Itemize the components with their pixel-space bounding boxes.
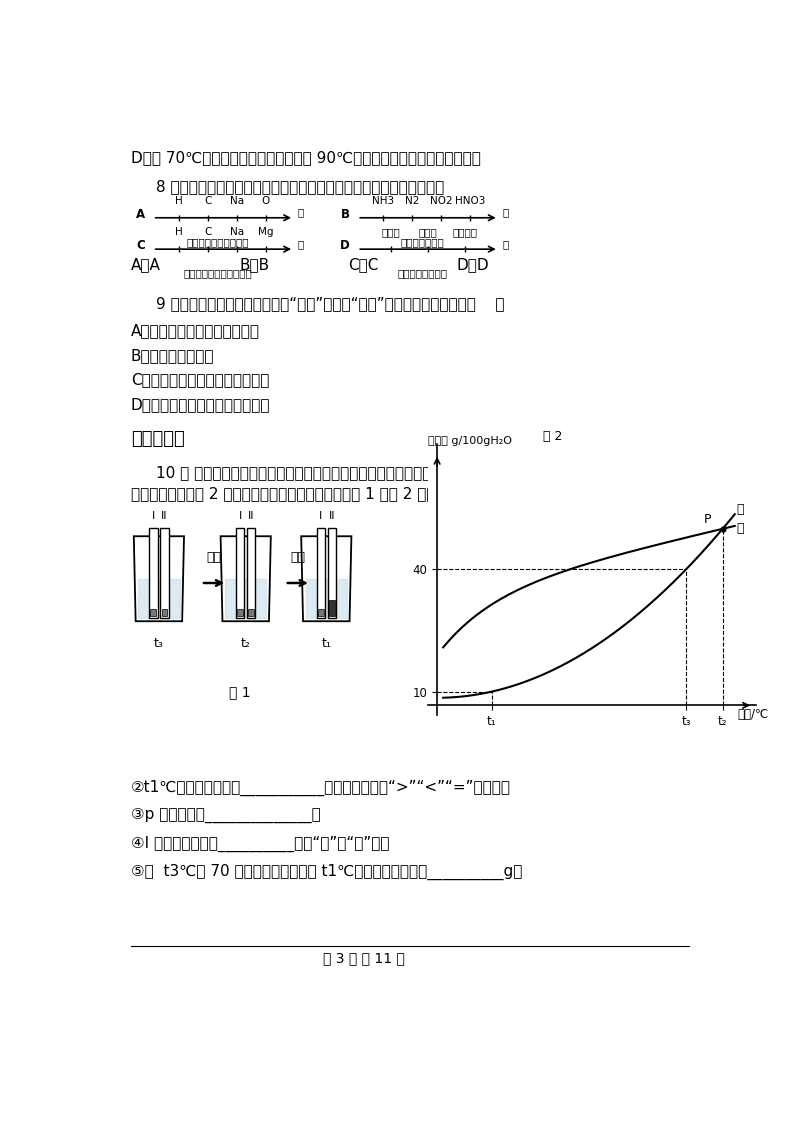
Text: 乙: 乙 [736, 522, 744, 535]
Text: O: O [262, 196, 270, 206]
Text: B．B: B．B [239, 257, 270, 273]
Polygon shape [248, 609, 254, 616]
Text: 形成溶液时的温度: 形成溶液时的温度 [398, 268, 447, 278]
Text: C．用氯氧化鰠溶液清洗排油烟机: C．用氯氧化鰠溶液清洗排油烟机 [131, 372, 270, 387]
Polygon shape [160, 529, 169, 618]
Text: A．A: A．A [131, 257, 161, 273]
Text: 10 ． 在两支试管中分别放入等质量的固体甲和固体乙，加入等质量的水配成  t3℃的两支溶液，然后按图 1: 10 ． 在两支试管中分别放入等质量的固体甲和固体乙，加入等质量的水配成 t3℃… [156, 465, 625, 480]
Text: H: H [175, 196, 182, 206]
Text: B．用汽油清洗油漆: B．用汽油清洗油漆 [131, 348, 214, 363]
Text: 氮元素的化合价: 氮元素的化合价 [401, 237, 444, 247]
Text: 进行降温操作，图 2 为甲乙固体溶解度曲线。请分析图 1 和图 2 提供的信息填空。: 进行降温操作，图 2 为甲乙固体溶解度曲线。请分析图 1 和图 2 提供的信息填… [131, 486, 490, 500]
Text: 溶解度 g/100gH₂O: 溶解度 g/100gH₂O [428, 436, 512, 446]
Text: 氯化驠: 氯化驠 [418, 226, 438, 237]
Text: P: P [704, 513, 711, 526]
Polygon shape [150, 609, 156, 616]
Text: 高: 高 [502, 207, 509, 217]
Text: D．用食盐水清洗金属表面的铁锈: D．用食盐水清洗金属表面的铁锈 [131, 397, 270, 412]
Polygon shape [328, 529, 336, 618]
Text: 温度/℃: 温度/℃ [738, 708, 769, 721]
Text: I: I [319, 512, 322, 522]
Text: ③p 点的含义是______________；: ③p 点的含义是______________； [131, 808, 321, 823]
Text: H: H [175, 226, 182, 237]
Text: 部分原子核外电子层数: 部分原子核外电子层数 [186, 237, 249, 247]
Text: 图 1: 图 1 [229, 685, 250, 698]
Text: NO2: NO2 [430, 196, 453, 206]
Text: 图 2: 图 2 [542, 429, 562, 443]
Polygon shape [317, 529, 325, 618]
Text: C: C [137, 239, 146, 252]
Text: HNO3: HNO3 [455, 196, 486, 206]
Text: D．D: D．D [457, 257, 489, 273]
Text: A．在水中加入洗涃剂清洗餐盘: A．在水中加入洗涃剂清洗餐盘 [131, 324, 260, 338]
Text: 确酸铵: 确酸铵 [382, 226, 400, 237]
Polygon shape [162, 609, 167, 616]
Text: ④I 中加入的物质是__________（填“甲”或“乙”）；: ④I 中加入的物质是__________（填“甲”或“乙”）； [131, 835, 390, 851]
Text: 9 ．生产、生活中会用到不同的“洗涂”，下列“洗涂”方法不能达到目的是（    ）: 9 ．生产、生活中会用到不同的“洗涂”，下列“洗涂”方法不能达到目的是（ ） [156, 295, 504, 310]
Polygon shape [247, 529, 255, 618]
Text: D: D [340, 239, 350, 252]
Text: 多: 多 [298, 207, 304, 217]
Text: I: I [238, 512, 242, 522]
Text: C．C: C．C [348, 257, 378, 273]
Text: 降温: 降温 [290, 551, 306, 564]
Text: 高: 高 [502, 239, 509, 249]
Text: Mg: Mg [258, 226, 274, 237]
Text: t₂: t₂ [241, 637, 250, 650]
Text: I: I [152, 512, 155, 522]
Text: C: C [204, 226, 211, 237]
Text: NH3: NH3 [372, 196, 394, 206]
Polygon shape [237, 609, 243, 616]
Text: II: II [248, 512, 254, 522]
Text: 大: 大 [298, 239, 304, 249]
Text: 甲: 甲 [736, 503, 744, 516]
Text: D．将 70℃时的硫酸镇饱和溶液升温至 90℃，溶液的溶质质量分数保持不变: D．将 70℃时的硫酸镇饱和溶液升温至 90℃，溶液的溶质质量分数保持不变 [131, 151, 481, 165]
Text: ②t1℃时，甲的溶解度___________乙的溶解度（用“>”“<”“=”填空）；: ②t1℃时，甲的溶解度___________乙的溶解度（用“>”“<”“=”填空… [131, 780, 511, 796]
Text: t₃: t₃ [154, 637, 164, 650]
Text: II: II [329, 512, 335, 522]
Text: A: A [136, 208, 146, 221]
Text: N2: N2 [405, 196, 419, 206]
Text: 第 3 页 共 11 页: 第 3 页 共 11 页 [323, 952, 405, 966]
Text: ⑤将  t3℃时 70 克甲的饱和溶液降到 t1℃，析出晶体质量为__________g；: ⑤将 t3℃时 70 克甲的饱和溶液降到 t1℃，析出晶体质量为________… [131, 864, 522, 880]
Polygon shape [329, 600, 335, 616]
Text: 降温: 降温 [206, 551, 222, 564]
Polygon shape [149, 529, 158, 618]
Text: 二、填空题: 二、填空题 [131, 430, 185, 448]
Polygon shape [318, 609, 324, 616]
Text: t₁: t₁ [322, 637, 331, 650]
Text: II: II [162, 512, 168, 522]
Text: B: B [341, 208, 350, 221]
Polygon shape [236, 529, 244, 618]
Text: 部分元素原子序数的关系: 部分元素原子序数的关系 [183, 268, 252, 278]
Text: C: C [204, 196, 211, 206]
Text: 氢氧化鬠: 氢氧化鬠 [453, 226, 478, 237]
Text: 8 ．用数轴表示某些化学知识直观、简明、易记。下列表示不正确的是: 8 ．用数轴表示某些化学知识直观、简明、易记。下列表示不正确的是 [156, 179, 444, 194]
Text: Na: Na [230, 226, 244, 237]
Text: Na: Na [230, 196, 244, 206]
